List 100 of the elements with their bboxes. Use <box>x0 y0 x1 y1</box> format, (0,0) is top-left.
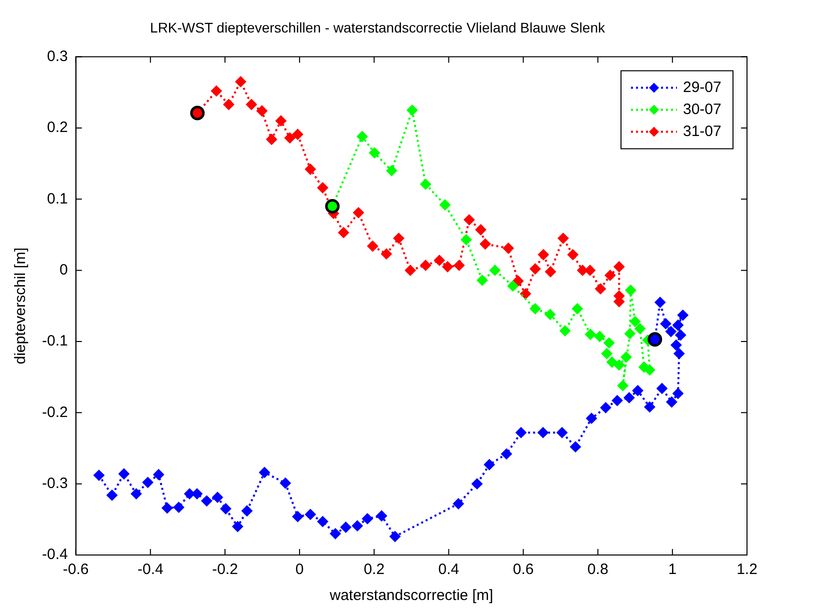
point <box>606 356 618 368</box>
point <box>560 325 571 336</box>
point <box>489 264 500 276</box>
point <box>317 516 328 528</box>
point <box>362 513 373 524</box>
point <box>501 448 512 460</box>
x-tick-label: 0.4 <box>438 561 460 578</box>
point <box>173 502 184 513</box>
point <box>393 232 404 244</box>
point <box>644 401 656 412</box>
point <box>223 98 234 110</box>
point <box>317 182 328 194</box>
point <box>454 260 465 271</box>
legend-label: 30-07 <box>683 100 722 118</box>
point <box>340 522 352 533</box>
point <box>604 337 615 348</box>
point <box>520 288 532 300</box>
point <box>516 427 527 438</box>
point <box>434 254 445 266</box>
point <box>106 490 118 501</box>
x-axis-title: waterstandscorrectie [m] <box>328 587 494 604</box>
point <box>420 260 432 271</box>
point <box>153 469 164 480</box>
x-tick-label: -0.2 <box>212 561 238 578</box>
point <box>675 330 686 341</box>
y-axis-title: diepteverschil [m] <box>12 248 30 364</box>
point <box>644 364 656 376</box>
point <box>220 503 232 514</box>
point <box>656 382 668 394</box>
point <box>235 76 246 88</box>
point <box>256 105 268 116</box>
point <box>570 441 581 452</box>
point <box>530 303 541 314</box>
point <box>556 427 568 438</box>
point <box>304 164 316 175</box>
point <box>600 402 612 414</box>
point <box>614 359 625 370</box>
point <box>390 530 401 542</box>
point <box>620 352 632 363</box>
point <box>330 528 341 540</box>
y-tick-label: -0.1 <box>42 332 68 350</box>
point <box>665 326 676 338</box>
point <box>594 331 606 342</box>
point <box>118 468 130 480</box>
point <box>241 505 252 516</box>
point <box>530 263 541 274</box>
point <box>617 380 628 392</box>
point <box>259 466 270 478</box>
x-tick-label: 1 <box>668 561 677 578</box>
chart-title: LRK-WST diepteverschillen - waterstandscorrectie Vlieland Blauwe Slenk <box>150 19 606 36</box>
point <box>376 510 388 522</box>
point <box>130 488 142 500</box>
y-tick-label: 0.2 <box>46 119 68 136</box>
point <box>586 412 598 424</box>
x-tick-label: -0.6 <box>62 561 89 578</box>
point <box>538 427 549 438</box>
point <box>625 284 636 296</box>
x-tick-label: -0.4 <box>137 561 164 578</box>
y-tick-label: 0.1 <box>46 190 68 208</box>
point <box>545 266 556 278</box>
point <box>632 385 644 396</box>
point <box>439 199 450 210</box>
point <box>670 340 682 351</box>
point <box>464 214 475 226</box>
point <box>558 232 569 244</box>
point <box>672 388 684 399</box>
point <box>612 395 623 406</box>
point <box>338 227 350 238</box>
point <box>232 521 244 532</box>
x-tick-label: 1.2 <box>736 561 758 578</box>
point <box>660 318 672 330</box>
point <box>452 498 464 510</box>
point <box>480 238 491 250</box>
point <box>246 98 257 110</box>
point <box>666 396 678 408</box>
point <box>404 264 416 276</box>
point <box>420 178 432 190</box>
point <box>472 478 483 490</box>
point <box>460 234 472 246</box>
y-tick-label: -0.2 <box>42 404 68 421</box>
point <box>507 280 518 292</box>
point <box>634 323 646 334</box>
legend-label: 29-07 <box>683 78 722 96</box>
point <box>292 511 304 522</box>
point <box>475 224 486 236</box>
point <box>367 240 378 252</box>
point <box>386 165 398 176</box>
point <box>572 303 583 314</box>
point <box>292 128 304 140</box>
point <box>624 392 635 404</box>
point <box>142 476 154 488</box>
point <box>630 316 641 328</box>
point <box>210 85 222 96</box>
point <box>162 502 173 514</box>
point <box>280 478 291 489</box>
point <box>380 248 392 260</box>
point <box>212 492 224 503</box>
point <box>672 320 684 331</box>
point <box>266 134 278 145</box>
point <box>604 270 616 281</box>
